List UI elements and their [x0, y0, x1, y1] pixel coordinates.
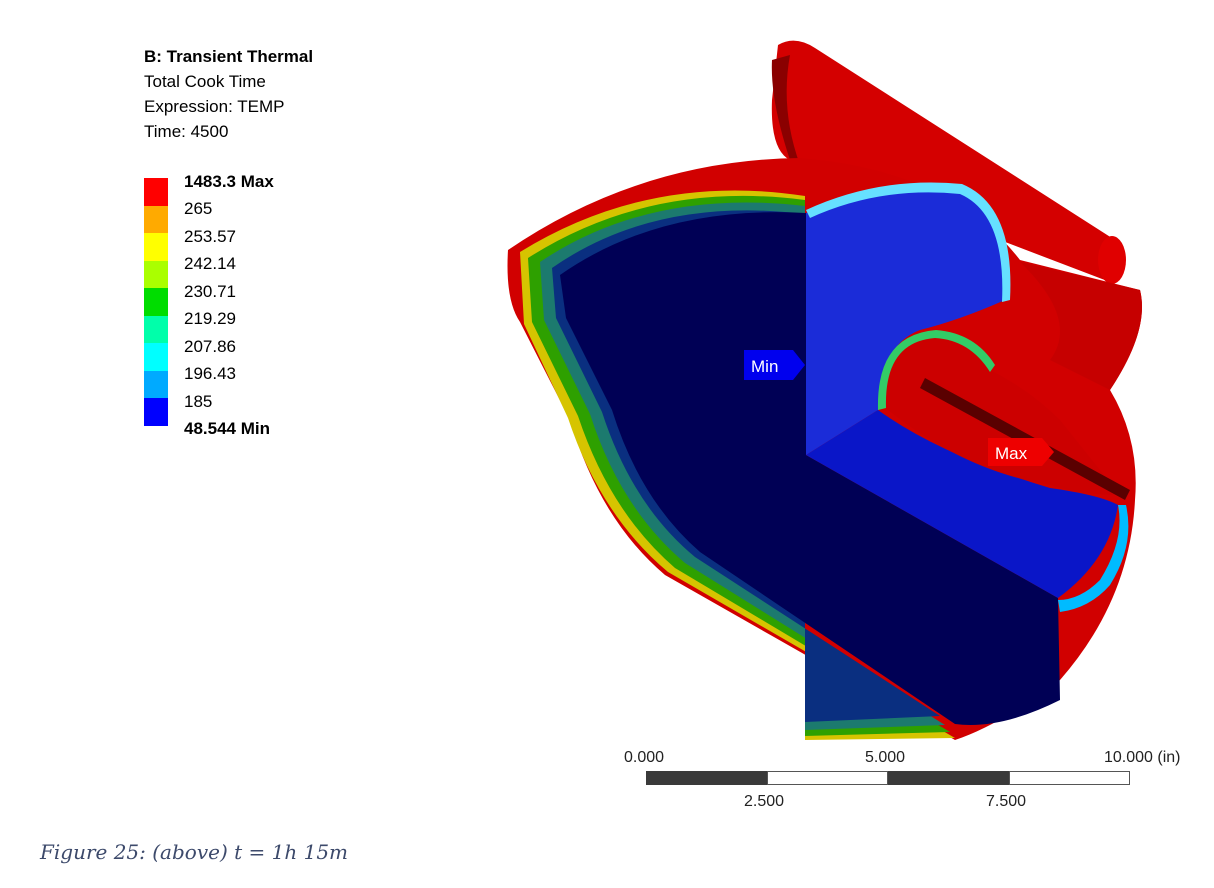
legend-swatch-8	[144, 398, 168, 426]
pipe-end	[1098, 236, 1126, 284]
legend-label-8: 185	[184, 392, 213, 411]
legend-label-0: 1483.3 Max	[184, 172, 274, 191]
scale-segment-2	[767, 771, 888, 785]
analysis-title: B: Transient Thermal	[144, 47, 314, 66]
legend-label-3: 242.14	[184, 254, 236, 273]
min-probe-flag	[744, 350, 805, 380]
legend-swatch-7	[144, 370, 168, 398]
scale-label-5: 5.000	[865, 749, 906, 766]
legend-label-6: 207.86	[184, 337, 236, 356]
cold-core	[560, 212, 1060, 725]
scale-label-2-5: 2.500	[744, 793, 785, 810]
cut-face-lower	[806, 410, 1118, 598]
pipe-shade	[771, 55, 800, 165]
legend-swatch-5	[144, 315, 168, 343]
pipe-body	[771, 40, 1119, 282]
cut-face-upper	[806, 186, 1006, 455]
scale-label-7-5: 7.500	[986, 793, 1027, 810]
legend-label-2: 253.57	[184, 227, 236, 246]
result-name: Total Cook Time	[144, 72, 266, 91]
legend-swatch-6	[144, 343, 168, 371]
expression-label: Expression: TEMP	[144, 97, 285, 116]
legend-swatch-2	[144, 233, 168, 261]
legend-swatch-3	[144, 260, 168, 288]
legend-label-7: 196.43	[184, 364, 236, 383]
scale-label-10: 10.000 (in)	[1104, 749, 1181, 766]
time-label: Time: 4500	[144, 122, 229, 141]
legend-label-4: 230.71	[184, 282, 236, 301]
max-probe-flag	[988, 438, 1054, 466]
scale-segment-3	[888, 771, 1009, 785]
legend-swatch-0	[144, 178, 168, 206]
edge-band	[1058, 505, 1129, 612]
result-header: B: Transient Thermal Total Cook Time Exp…	[144, 44, 313, 144]
legend-label-9: 48.544 Min	[184, 419, 270, 438]
scale-segment-4	[1009, 771, 1130, 785]
legend-swatch-1	[144, 205, 168, 233]
thermal-model-view: Min Max	[507, 40, 1142, 740]
min-probe-label: Min	[751, 357, 778, 376]
legend-label-1: 265	[184, 199, 213, 218]
scale-bar: 0.000 5.000 10.000 (in) 2.500 7.500	[600, 745, 1200, 815]
scale-segment-1	[646, 771, 767, 785]
scale-label-0: 0.000	[624, 749, 665, 766]
min-probe: Min	[744, 350, 805, 380]
legend-swatch-4	[144, 288, 168, 316]
flange	[1020, 262, 1142, 390]
figure-caption: Figure 25: (above) t = 1h 15m	[40, 840, 349, 864]
legend-label-5: 219.29	[184, 309, 236, 328]
max-probe: Max	[988, 438, 1054, 466]
max-probe-label: Max	[995, 444, 1028, 463]
